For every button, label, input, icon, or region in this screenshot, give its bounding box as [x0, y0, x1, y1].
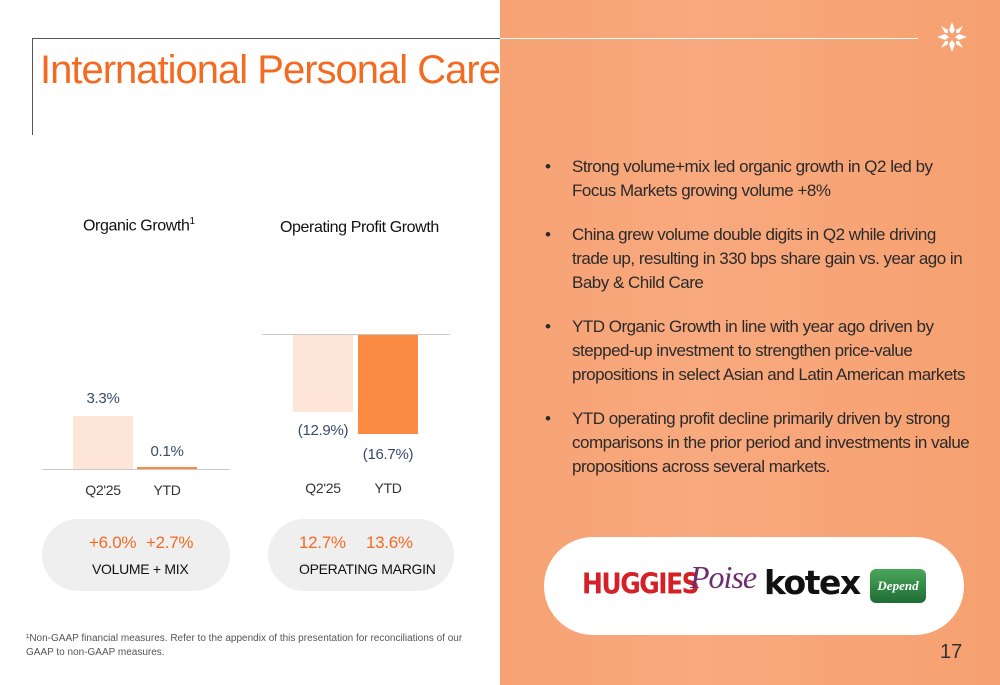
huggies-logo: HUGGIES: [582, 566, 700, 601]
organic-growth-baseline: [42, 469, 230, 470]
depend-logo: Depend: [870, 569, 926, 603]
volume-mix-ytd-value: +2.7%: [146, 533, 194, 552]
organic-growth-q2-value: 3.3%: [86, 390, 120, 407]
operating-profit-baseline: [262, 334, 450, 335]
bullet-text: YTD operating profit decline primarily d…: [572, 409, 970, 476]
bullet-dot: •: [545, 157, 551, 176]
page-title: International Personal Care: [40, 48, 501, 92]
bullet-dot: •: [545, 409, 551, 428]
bullet-item: • China grew volume double digits in Q2 w…: [545, 223, 970, 295]
organic-growth-ytd-value: 0.1%: [150, 443, 184, 460]
organic-growth-ytd-bar: [137, 467, 197, 469]
kimberly-clark-logo-icon: [937, 22, 967, 52]
organic-growth-ytd-category: YTD: [153, 482, 181, 498]
volume-mix-pill: +6.0% +2.7% VOLUME + MIX: [42, 519, 230, 591]
organic-growth-q2-category: Q2'25: [85, 482, 121, 498]
operating-profit-q2-value: (12.9%): [297, 422, 349, 439]
operating-margin-q2-value: 12.7%: [299, 533, 346, 552]
operating-margin-caption: OPERATING MARGIN: [299, 561, 436, 577]
kotex-logo: kotex: [764, 563, 861, 602]
operating-margin-pill: 12.7% 13.6% OPERATING MARGIN: [268, 519, 454, 591]
footnote: ¹Non-GAAP financial measures. Refer to t…: [26, 633, 463, 658]
bullet-list: • Strong volume+mix led organic growth in…: [545, 155, 970, 499]
operating-profit-ytd-category: YTD: [374, 480, 402, 496]
operating-profit-q2-category: Q2'25: [305, 480, 341, 496]
bullet-text: YTD Organic Growth in line with year ago…: [572, 317, 966, 384]
bullet-text: Strong volume+mix led organic growth in …: [572, 157, 933, 200]
volume-mix-q2-value: +6.0%: [89, 533, 137, 552]
organic-growth-q2-bar: [73, 416, 133, 469]
bullet-item: • Strong volume+mix led organic growth in…: [545, 155, 970, 203]
operating-profit-ytd-bar: [358, 335, 418, 435]
organic-growth-heading: Organic Growth1: [83, 216, 195, 235]
volume-mix-caption: VOLUME + MIX: [92, 561, 189, 577]
operating-profit-q2-bar: [293, 335, 353, 412]
page-number: 17: [940, 641, 963, 663]
title-rule: [500, 38, 918, 39]
bullet-item: • YTD operating profit decline primarily …: [545, 407, 970, 479]
operating-profit-heading: Operating Profit Growth: [280, 219, 439, 236]
poise-logo: Poise: [690, 559, 757, 595]
bullet-dot: •: [545, 317, 551, 336]
bullet-text: China grew volume double digits in Q2 wh…: [572, 225, 963, 292]
title-frame: [32, 38, 501, 135]
brand-logos-pill: HUGGIES Poise kotex Depend: [544, 537, 964, 635]
operating-profit-ytd-value: (16.7%): [362, 446, 414, 463]
bullet-item: • YTD Organic Growth in line with year ag…: [545, 315, 970, 387]
operating-margin-ytd-value: 13.6%: [366, 533, 413, 552]
bullet-dot: •: [545, 225, 551, 244]
